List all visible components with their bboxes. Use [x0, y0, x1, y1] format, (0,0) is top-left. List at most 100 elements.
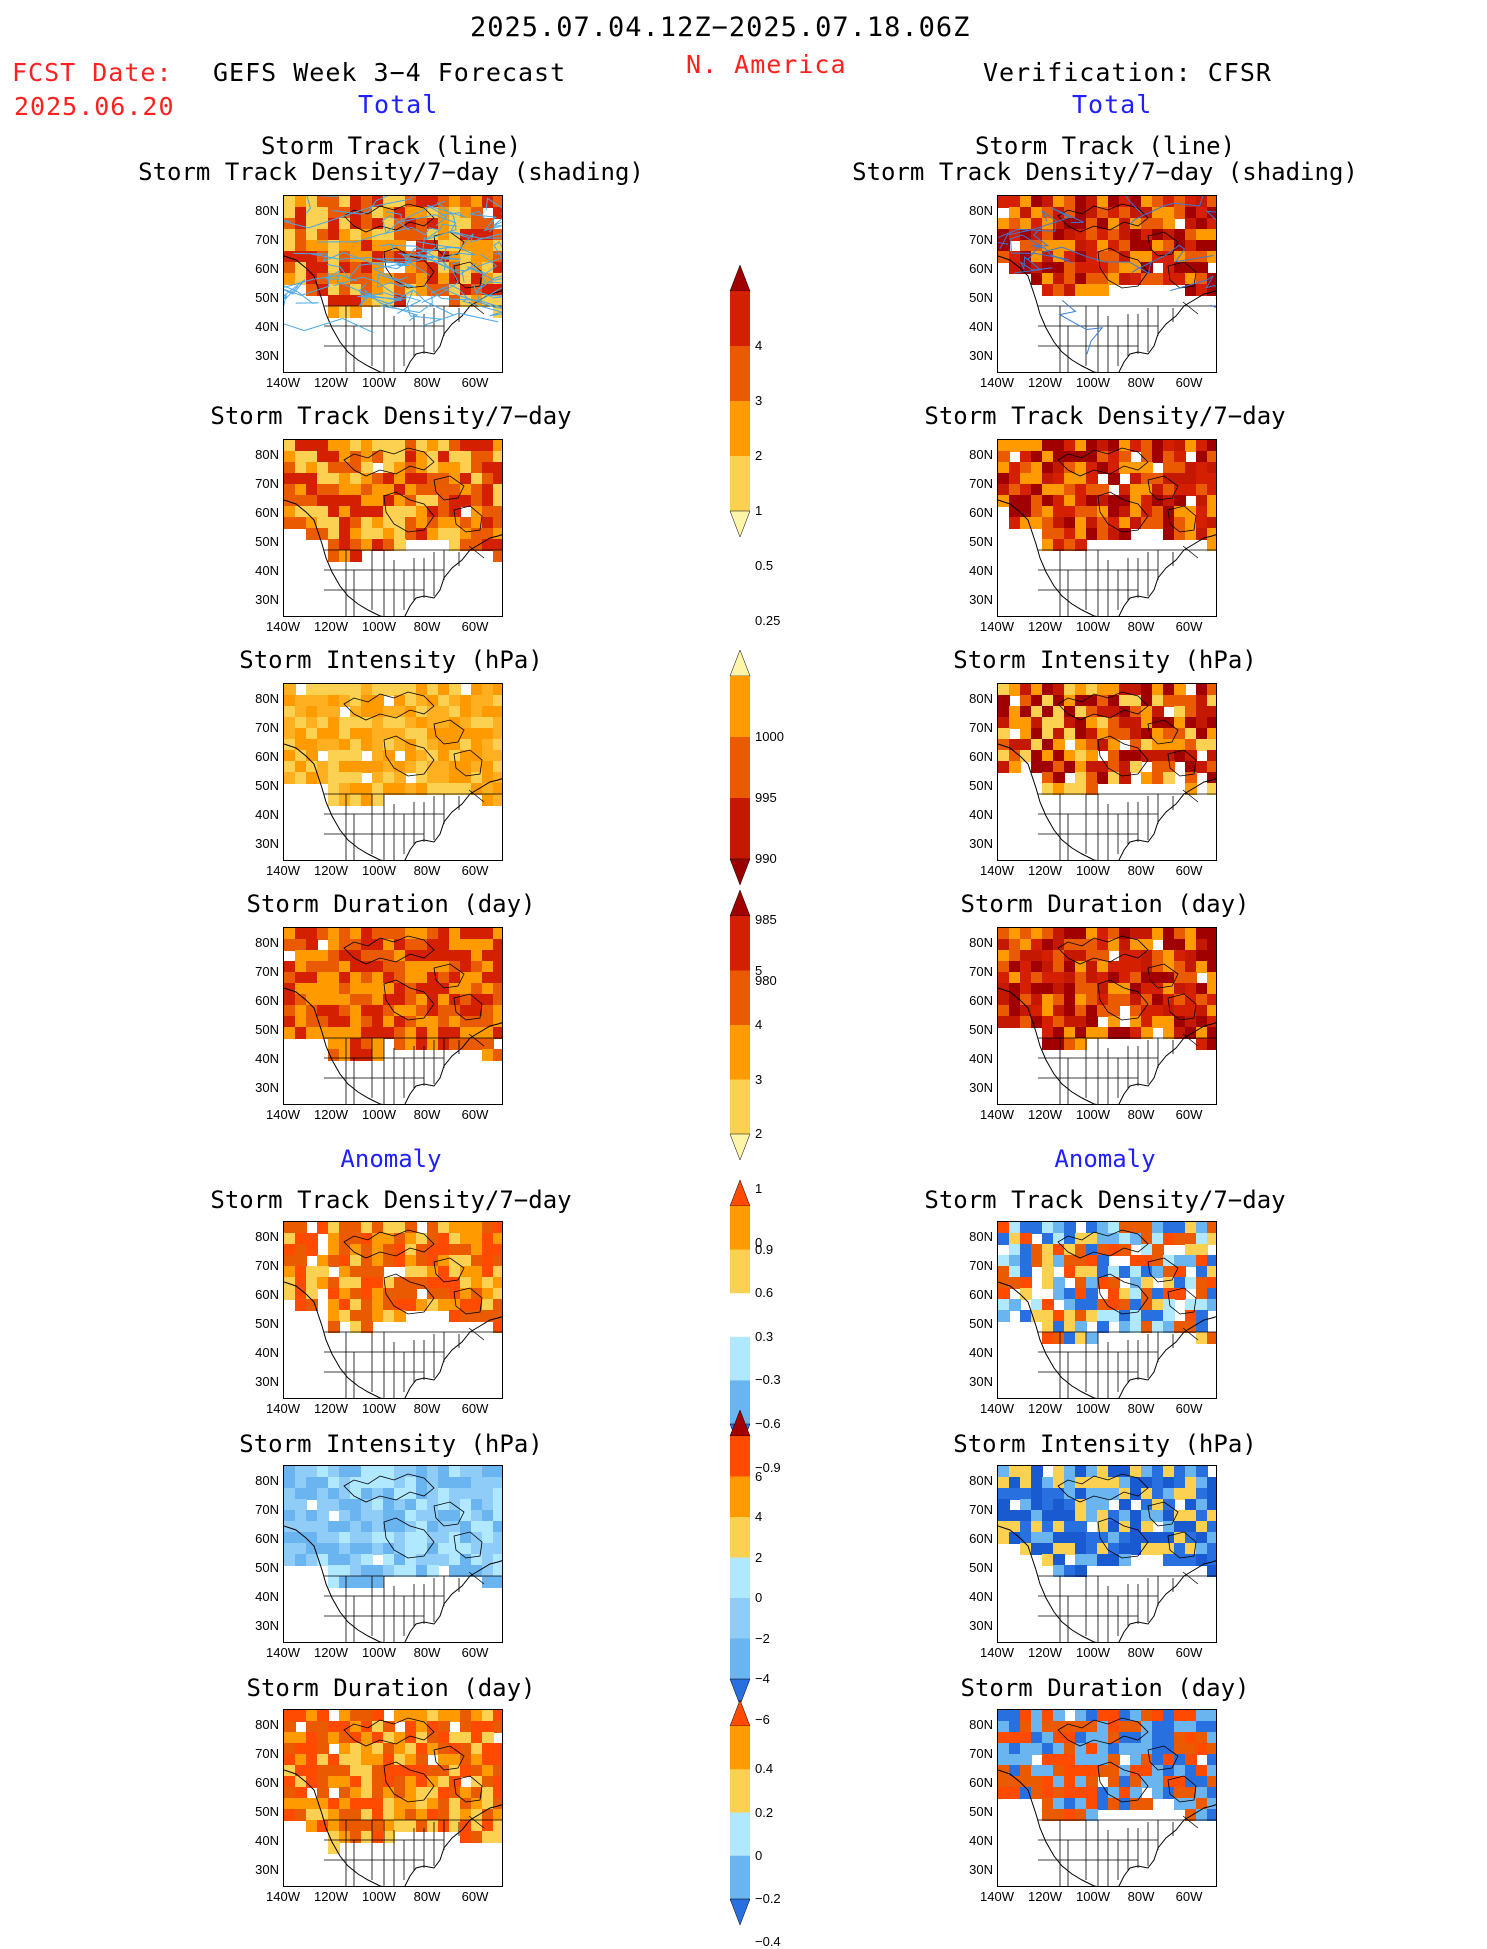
lon-tick-label: 80W — [413, 1107, 441, 1122]
shade-cell — [1174, 1233, 1186, 1245]
shade-cell — [471, 1710, 483, 1722]
shade-cell — [1207, 1721, 1216, 1733]
shade-cell — [460, 1831, 472, 1843]
colorbar-segment — [730, 1726, 750, 1770]
shade-cell — [482, 1005, 494, 1017]
shade-cell — [460, 295, 472, 307]
shade-cell — [1097, 218, 1109, 230]
shade-cell — [1009, 517, 1021, 529]
shade-cell — [1163, 1488, 1175, 1500]
shade-cell — [493, 1565, 502, 1577]
shade-cell — [1020, 1776, 1032, 1788]
shade-cell — [1009, 495, 1021, 507]
lat-tick-label: 40N — [969, 807, 993, 822]
shade-cell — [1042, 495, 1054, 507]
shade-cell — [394, 772, 406, 784]
shade-cell — [1119, 495, 1131, 507]
shade-cell — [1174, 928, 1186, 940]
shade-cell — [295, 761, 307, 773]
storm-track-line — [332, 196, 389, 215]
shade-cell — [438, 783, 450, 795]
shade-cell — [1042, 739, 1054, 751]
shade-cell — [306, 1299, 318, 1311]
lon-tick-label: 60W — [1175, 1401, 1203, 1416]
shade-cell — [449, 1510, 461, 1522]
shade-cell — [1152, 972, 1164, 984]
shade-cell — [449, 1027, 461, 1039]
shade-cell — [339, 1765, 351, 1777]
shade-cell — [361, 1288, 373, 1300]
colorbar-segment — [730, 456, 750, 512]
shade-cell — [1020, 706, 1032, 718]
shade-cell — [405, 1005, 417, 1017]
shade-cell — [361, 1255, 373, 1267]
shade-cell — [405, 928, 417, 940]
shade-cell — [416, 462, 428, 474]
shade-cell — [1163, 772, 1175, 784]
shade-cell — [1075, 440, 1087, 452]
shade-cell — [394, 939, 406, 951]
shade-cell — [1141, 495, 1153, 507]
shade-cell — [1141, 1016, 1153, 1028]
shade-cell — [1097, 1488, 1109, 1500]
shade-cell — [1141, 1255, 1153, 1267]
colorbar-segment — [730, 1517, 750, 1558]
shade-cell — [372, 1532, 384, 1544]
shade-cell — [350, 1831, 362, 1843]
storm-track-line — [472, 284, 502, 302]
lon-tick-label: 120W — [1028, 1889, 1062, 1904]
right-anom-density-title: Storm Track Density/7−day — [924, 1186, 1286, 1214]
shade-cell — [372, 1710, 384, 1722]
shade-cell — [493, 273, 502, 285]
shade-cell — [361, 1710, 373, 1722]
shade-cell — [339, 1299, 351, 1311]
shade-cell — [1042, 473, 1054, 485]
shade-cell — [361, 1049, 373, 1061]
shade-cell — [1196, 1488, 1208, 1500]
shade-cell — [998, 1787, 1010, 1799]
shade-cell — [1141, 1543, 1153, 1555]
shade-cell — [416, 196, 428, 208]
shade-cell — [1196, 495, 1208, 507]
shade-cell — [306, 240, 318, 252]
storm-track-line — [446, 282, 502, 313]
shade-cell — [295, 1521, 307, 1533]
shade-cell — [482, 939, 494, 951]
shade-cell — [328, 928, 340, 940]
shade-cell — [372, 240, 384, 252]
shade-cell — [284, 207, 296, 219]
shade-cell — [339, 1831, 351, 1843]
shade-cell — [339, 517, 351, 529]
shade-cell — [1042, 539, 1054, 551]
shade-cell — [1196, 1710, 1208, 1722]
shade-cell — [1020, 218, 1032, 230]
shade-cell — [482, 1288, 494, 1300]
shade-cell — [493, 462, 502, 474]
shade-cell — [339, 240, 351, 252]
shade-cell — [405, 218, 417, 230]
shade-cell — [1207, 440, 1216, 452]
shade-cell — [295, 1222, 307, 1234]
lat-tick-label: 70N — [255, 232, 279, 247]
shade-cell — [438, 1787, 450, 1799]
shade-cell — [372, 1576, 384, 1588]
shade-cell — [1042, 1543, 1054, 1555]
shade-cell — [405, 440, 417, 452]
map-canvas — [284, 1222, 502, 1398]
shade-cell — [438, 528, 450, 540]
shade-cell — [295, 1027, 307, 1039]
shade-cell — [350, 1710, 362, 1722]
shade-cell — [493, 1754, 502, 1766]
shade-cell — [1108, 1721, 1120, 1733]
colorbar-label: −6 — [755, 1711, 770, 1727]
shade-cell — [1053, 1710, 1065, 1722]
shade-cell — [1031, 207, 1043, 219]
shade-cell — [1141, 484, 1153, 496]
lon-tick-label: 80W — [413, 1645, 441, 1660]
shade-cell — [482, 1488, 494, 1500]
shade-cell — [383, 783, 395, 795]
shade-cell — [1042, 1027, 1054, 1039]
shade-cell — [493, 1554, 502, 1566]
shade-cell — [317, 473, 329, 485]
shade-cell — [339, 794, 351, 806]
